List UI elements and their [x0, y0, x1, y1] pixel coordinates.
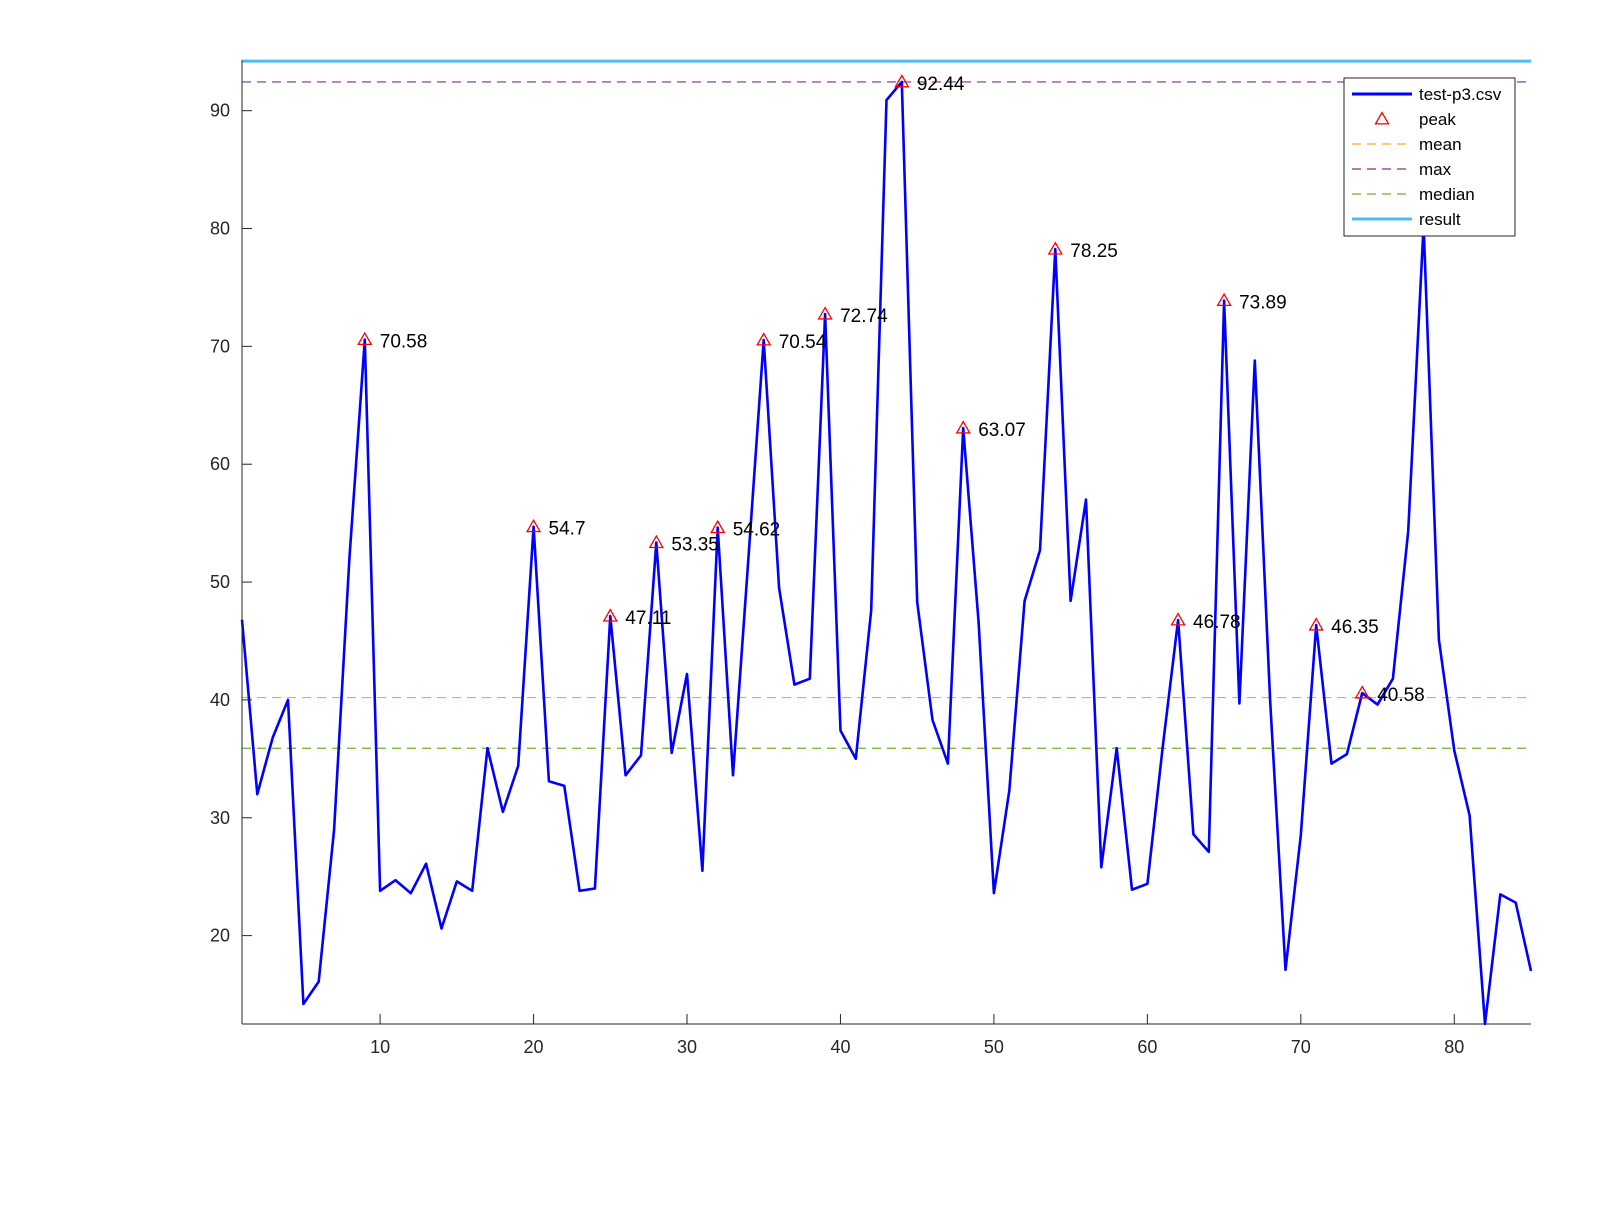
peak-marker	[955, 420, 971, 434]
peak-marker	[710, 519, 726, 534]
y-tick-label: 20	[210, 926, 230, 946]
x-tick-label: 20	[524, 1037, 544, 1057]
x-tick-label: 40	[830, 1037, 850, 1057]
reference-lines	[242, 59, 1531, 749]
peak-label: 72.74	[840, 306, 888, 327]
x-tick-label: 30	[677, 1037, 697, 1057]
axes: 10 20 30 40 50 60 70 80 20 30 40 50 60 70 80 90	[210, 60, 1531, 1057]
peak-markers: 70.58 54.7 47.11 53.35 54.62 70.54 72.74 92.44 6…	[357, 74, 1425, 706]
peak-marker	[1216, 292, 1232, 307]
y-tick-label: 40	[210, 690, 230, 710]
y-tick-label: 70	[210, 336, 230, 356]
peak-label: 47.11	[625, 608, 671, 629]
peak-marker	[817, 306, 833, 320]
peak-label: 63.07	[978, 420, 1026, 441]
x-tick-label: 50	[984, 1037, 1004, 1057]
x-tick-label: 80	[1444, 1037, 1464, 1057]
peak-marker	[1354, 685, 1370, 699]
peak-marker	[525, 518, 542, 533]
peak-label: 54.62	[733, 520, 781, 541]
peak-label: 92.44	[917, 74, 965, 95]
peak-label: 40.58	[1377, 685, 1425, 706]
legend-label-max: max	[1419, 160, 1452, 179]
peak-marker	[648, 534, 664, 549]
peak-label: 70.58	[380, 332, 428, 353]
peak-label: 53.35	[671, 535, 719, 556]
peak-marker	[894, 74, 910, 88]
peak-label: 73.89	[1239, 293, 1287, 314]
legend-label-test-p3.csv: test-p3.csv	[1419, 85, 1502, 104]
y-tick-label: 80	[210, 219, 230, 239]
legend: test-p3.csv peak mean max median result	[1343, 77, 1516, 237]
peak-marker	[1308, 617, 1324, 631]
series-layer	[240, 80, 1533, 1026]
peak-marker	[357, 331, 373, 346]
y-tick-label: 30	[210, 808, 230, 828]
x-tick-label: 70	[1291, 1037, 1311, 1057]
peak-label: 54.7	[549, 519, 586, 540]
y-tick-label: 50	[210, 572, 230, 592]
x-tick-label: 10	[370, 1037, 390, 1057]
peak-label: 70.54	[779, 332, 827, 353]
peak-marker	[602, 608, 618, 622]
legend-label-mean: mean	[1419, 135, 1462, 154]
peak-marker	[1047, 241, 1063, 255]
legend-label-median: median	[1419, 185, 1475, 204]
y-tick-label: 60	[210, 454, 230, 474]
x-tick-label: 60	[1137, 1037, 1157, 1057]
legend-box	[1343, 77, 1516, 237]
legend-swatch-peak	[1374, 111, 1390, 125]
peak-label: 46.78	[1193, 612, 1241, 633]
peak-marker	[1170, 612, 1186, 626]
peak-label: 46.35	[1331, 617, 1379, 638]
y-tick-label: 90	[210, 101, 230, 121]
peak-label: 78.25	[1070, 241, 1118, 262]
legend-label-result: result	[1419, 210, 1461, 229]
legend-label-peak: peak	[1419, 110, 1456, 129]
series-line-0	[240, 80, 1533, 1026]
peak-marker	[756, 332, 772, 346]
